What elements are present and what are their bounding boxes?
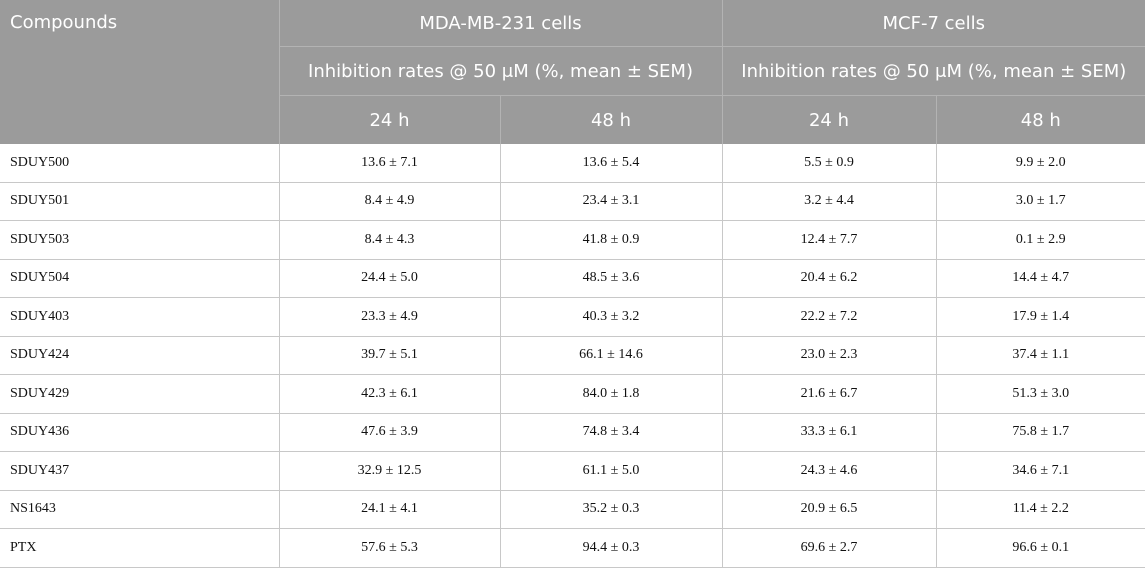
value-cell: 24.4 ± 5.0	[279, 259, 501, 298]
timepoint-header: 48 h	[936, 95, 1145, 144]
value-cell: 13.6 ± 5.4	[500, 144, 723, 183]
value-cell: 47.6 ± 3.9	[279, 413, 501, 452]
value-cell: 22.2 ± 7.2	[722, 297, 937, 337]
value-cell: 51.3 ± 3.0	[936, 374, 1145, 414]
value-cell: 21.6 ± 6.7	[722, 374, 937, 414]
table-header: Compounds MDA-MB-231 cells MCF-7 cells I…	[0, 0, 1145, 144]
value-cell: 23.4 ± 3.1	[500, 182, 723, 221]
compound-name-cell: SDUY500	[0, 144, 280, 183]
compound-name-cell: SDUY436	[0, 413, 280, 452]
table-row: SDUY403 23.3 ± 4.9 40.3 ± 3.2 22.2 ± 7.2 17.…	[0, 297, 1145, 337]
value-cell: 66.1 ± 14.6	[500, 336, 723, 375]
timepoint-header: 48 h	[500, 95, 723, 144]
value-cell: 9.9 ± 2.0	[936, 144, 1145, 183]
value-cell: 3.0 ± 1.7	[936, 182, 1145, 221]
value-cell: 94.4 ± 0.3	[500, 528, 723, 568]
compound-name-cell: NS1643	[0, 490, 280, 529]
compound-name-cell: SDUY503	[0, 220, 280, 260]
group-header-mda: MDA-MB-231 cells	[279, 0, 723, 47]
value-cell: 0.1 ± 2.9	[936, 220, 1145, 260]
value-cell: 14.4 ± 4.7	[936, 259, 1145, 298]
metric-header-mda: Inhibition rates @ 50 μM (%, mean ± SEM)	[279, 46, 723, 96]
table-row: SDUY500 13.6 ± 7.1 13.6 ± 5.4 5.5 ± 0.9 9.9 …	[0, 144, 1145, 183]
table-body: SDUY500 13.6 ± 7.1 13.6 ± 5.4 5.5 ± 0.9 9.9 …	[0, 144, 1145, 568]
compound-name-cell: PTX	[0, 528, 280, 568]
table-row: SDUY424 39.7 ± 5.1 66.1 ± 14.6 23.0 ± 2.3 37…	[0, 336, 1145, 375]
value-cell: 96.6 ± 0.1	[936, 528, 1145, 568]
value-cell: 74.8 ± 3.4	[500, 413, 723, 452]
value-cell: 12.4 ± 7.7	[722, 220, 937, 260]
value-cell: 39.7 ± 5.1	[279, 336, 501, 375]
table-row: SDUY501 8.4 ± 4.9 23.4 ± 3.1 3.2 ± 4.4 3.0 ±…	[0, 182, 1145, 221]
table-row: SDUY436 47.6 ± 3.9 74.8 ± 3.4 33.3 ± 6.1 75.…	[0, 413, 1145, 452]
table-row: SDUY504 24.4 ± 5.0 48.5 ± 3.6 20.4 ± 6.2 14.…	[0, 259, 1145, 298]
value-cell: 3.2 ± 4.4	[722, 182, 937, 221]
timepoint-header: 24 h	[722, 95, 937, 144]
value-cell: 41.8 ± 0.9	[500, 220, 723, 260]
value-cell: 17.9 ± 1.4	[936, 297, 1145, 337]
value-cell: 40.3 ± 3.2	[500, 297, 723, 337]
value-cell: 84.0 ± 1.8	[500, 374, 723, 414]
compound-name-cell: SDUY424	[0, 336, 280, 375]
compound-name-cell: SDUY501	[0, 182, 280, 221]
value-cell: 75.8 ± 1.7	[936, 413, 1145, 452]
value-cell: 61.1 ± 5.0	[500, 451, 723, 491]
compound-name-cell: SDUY437	[0, 451, 280, 491]
table-row: SDUY437 32.9 ± 12.5 61.1 ± 5.0 24.3 ± 4.6 34…	[0, 451, 1145, 491]
value-cell: 5.5 ± 0.9	[722, 144, 937, 183]
value-cell: 37.4 ± 1.1	[936, 336, 1145, 375]
value-cell: 69.6 ± 2.7	[722, 528, 937, 568]
table-row: SDUY503 8.4 ± 4.3 41.8 ± 0.9 12.4 ± 7.7 0.1 …	[0, 220, 1145, 260]
group-header-mcf7: MCF-7 cells	[722, 0, 1145, 47]
compound-name-cell: SDUY403	[0, 297, 280, 337]
value-cell: 23.3 ± 4.9	[279, 297, 501, 337]
value-cell: 42.3 ± 6.1	[279, 374, 501, 414]
compound-name-cell: SDUY429	[0, 374, 280, 414]
value-cell: 34.6 ± 7.1	[936, 451, 1145, 491]
value-cell: 8.4 ± 4.3	[279, 220, 501, 260]
value-cell: 23.0 ± 2.3	[722, 336, 937, 375]
value-cell: 33.3 ± 6.1	[722, 413, 937, 452]
value-cell: 8.4 ± 4.9	[279, 182, 501, 221]
metric-header-mcf7: Inhibition rates @ 50 μM (%, mean ± SEM)	[722, 46, 1145, 96]
value-cell: 20.4 ± 6.2	[722, 259, 937, 298]
compound-name-cell: SDUY504	[0, 259, 280, 298]
compounds-header: Compounds	[0, 0, 280, 144]
value-cell: 24.1 ± 4.1	[279, 490, 501, 529]
value-cell: 48.5 ± 3.6	[500, 259, 723, 298]
value-cell: 35.2 ± 0.3	[500, 490, 723, 529]
value-cell: 11.4 ± 2.2	[936, 490, 1145, 529]
timepoint-header: 24 h	[279, 95, 501, 144]
table-row: PTX 57.6 ± 5.3 94.4 ± 0.3 69.6 ± 2.7 96.6 ± …	[0, 528, 1145, 568]
table-row: NS1643 24.1 ± 4.1 35.2 ± 0.3 20.9 ± 6.5 11.4…	[0, 490, 1145, 529]
value-cell: 32.9 ± 12.5	[279, 451, 501, 491]
value-cell: 57.6 ± 5.3	[279, 528, 501, 568]
value-cell: 20.9 ± 6.5	[722, 490, 937, 529]
value-cell: 13.6 ± 7.1	[279, 144, 501, 183]
table-row: SDUY429 42.3 ± 6.1 84.0 ± 1.8 21.6 ± 6.7 51.…	[0, 374, 1145, 414]
value-cell: 24.3 ± 4.6	[722, 451, 937, 491]
